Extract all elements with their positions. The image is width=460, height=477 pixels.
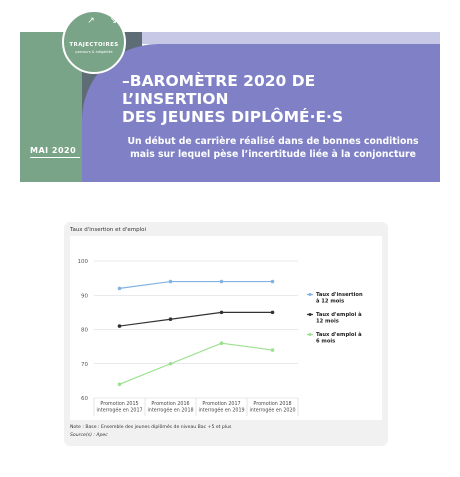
trajectoires-logo: [62, 10, 126, 74]
chart-note: Note : Base : Ensemble des jeunes diplôm…: [70, 425, 232, 430]
legend-swatch-dot-0: [308, 293, 312, 296]
data-point-0-2: [219, 279, 224, 284]
banner-purple-panel: [82, 44, 440, 182]
data-point-1-1: [168, 317, 173, 322]
x-tick-label-3-0: Promotion 2018: [253, 401, 291, 407]
legend-label-1-1: 12 mois: [316, 319, 339, 325]
legend-label-1-0: Taux d'emploi à: [316, 311, 362, 318]
data-point-0-1: [168, 279, 173, 284]
x-tick-label-0-1: interrogée en 2017: [96, 407, 142, 414]
data-point-2-1: [168, 361, 173, 366]
data-point-2-2: [219, 341, 224, 345]
data-point-2-3: [270, 348, 275, 352]
x-tick-label-0-0: Promotion 2015: [100, 401, 138, 407]
x-tick-label-3-1: interrogée en 2020: [249, 407, 295, 414]
data-point-1-2: [219, 310, 224, 315]
data-point-1-0: [117, 324, 122, 328]
x-tick-label-1-1: interrogée en 2018: [147, 407, 193, 414]
chart-source: Source(s) : Apec: [70, 433, 108, 438]
logo-title: TRAJECTOIRES: [69, 42, 119, 48]
banner-lilac-strip: [130, 32, 440, 44]
chart-card: Taux d'insertion et d'emploi 60 70 80 90 100…: [64, 222, 388, 446]
legend-label-0-1: à 12 mois: [316, 298, 344, 305]
series-line-2: [119, 342, 273, 385]
report-banner: ↖ ↗ ↘ TRAJECTOIRES parcours & inégalités…: [0, 0, 460, 200]
x-tick-label-1-0: Promotion 2016: [151, 401, 189, 407]
report-subtitle: Un début de carrière réalisé dans de bon…: [127, 136, 419, 160]
plot-area: 60 70 80 90 100 Promotion 2015 interrogée en 2…: [70, 236, 382, 420]
data-point-1-3: [270, 310, 275, 315]
x-tick-label-2-1: interrogée en 2019: [198, 407, 244, 414]
series-line-0: [119, 280, 273, 289]
y-tick-label-3: 90: [81, 293, 88, 299]
chart-title: Taux d'insertion et d'emploi: [70, 227, 147, 233]
legend-label-2-1: 6 mois: [316, 339, 335, 345]
series-line-1: [119, 311, 273, 327]
data-point-0-3: [270, 279, 275, 284]
publication-date: MAI 2020: [30, 146, 80, 158]
x-tick-label-2-0: Promotion 2017: [202, 401, 240, 407]
y-tick-label-0: 60: [81, 396, 88, 402]
data-point-2-0: [117, 382, 122, 387]
report-title: –BAROMÈTRE 2020 DE L’INSERTION DES JEUNE…: [122, 72, 344, 126]
logo-arrows-icon: ↖ ↗ ↘: [64, 16, 124, 26]
data-point-0-0: [117, 286, 122, 291]
y-tick-label-2: 80: [81, 328, 88, 334]
legend-swatch-dot-2: [308, 333, 312, 336]
legend-label-2-0: Taux d'emploi à: [316, 331, 362, 338]
y-tick-label-1: 70: [81, 362, 88, 368]
y-tick-label-4: 100: [78, 259, 89, 265]
legend-swatch-dot-1: [308, 313, 312, 316]
legend-label-0-0: Taux d'insertion: [316, 292, 363, 298]
logo-subtitle: parcours & inégalités: [75, 50, 113, 54]
